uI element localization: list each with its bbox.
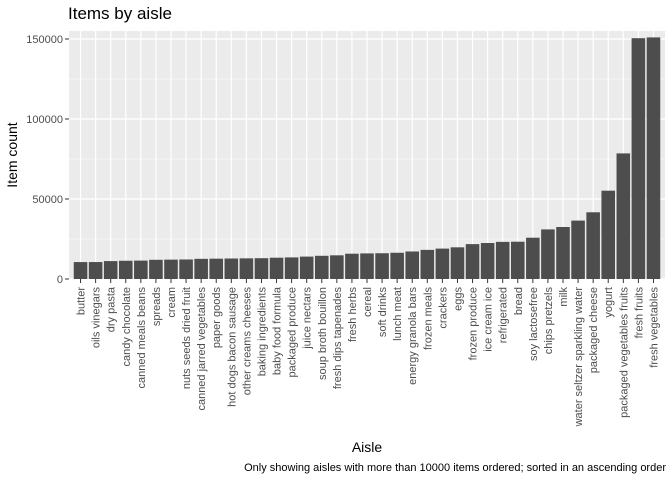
bar [360, 253, 374, 279]
x-tick-label: bread [513, 287, 525, 315]
bar [616, 153, 631, 279]
bar [194, 258, 208, 279]
bar [134, 260, 148, 279]
x-tick-label: ice cream ice [483, 287, 495, 352]
bar [495, 241, 510, 279]
bar [586, 212, 600, 279]
x-tick-label: butter [76, 287, 88, 315]
x-tick-label: frozen produce [468, 287, 480, 360]
bar [345, 253, 359, 279]
x-tick-label: fresh vegetables [648, 287, 660, 368]
bar [224, 258, 239, 279]
x-tick-label: candy chocolate [121, 287, 133, 367]
bar [88, 262, 103, 279]
y-axis: 0 50000 100000 150000 [26, 34, 69, 286]
x-tick-label: yogurt [603, 287, 615, 318]
chart-title: Items by aisle [68, 4, 172, 23]
x-tick-label: soup broth bouillon [317, 287, 329, 380]
chart-caption: Only showing aisles with more than 10000… [244, 462, 666, 474]
x-tick-label: packaged cheese [588, 287, 600, 373]
x-tick-label: canned jarred vegetables [196, 287, 208, 411]
bar [179, 259, 193, 279]
bar [480, 243, 495, 279]
bar [420, 249, 435, 279]
y-axis-title: Item count [4, 122, 20, 187]
x-axis-title: Aisle [352, 439, 383, 455]
x-tick-label: packaged produce [287, 287, 299, 378]
bar [239, 258, 254, 279]
x-tick-label: crackers [437, 287, 449, 329]
x-tick-label: refrigerated [498, 287, 510, 343]
x-tick-label: baking ingredients [256, 287, 268, 377]
x-tick-label: milk [558, 287, 570, 307]
bar [526, 237, 540, 279]
bar [556, 227, 570, 279]
bar [284, 257, 299, 279]
x-tick-label: soft drinks [377, 287, 389, 338]
y-tick-label: 100000 [26, 114, 63, 126]
bar [390, 252, 404, 279]
bar [375, 253, 389, 279]
x-tick-label: nuts seeds dried fruit [181, 287, 193, 389]
x-tick-label: paper goods [211, 287, 223, 349]
bar [631, 38, 646, 280]
bar [405, 251, 420, 279]
x-tick-label: other creams cheeses [241, 287, 253, 396]
x-tick-label: packaged vegetables fruits [618, 287, 630, 418]
x-tick-label: spreads [151, 287, 163, 327]
x-tick-label: dry pasta [106, 286, 118, 332]
bar [601, 190, 616, 279]
x-tick-label: canned meals beans [136, 287, 148, 389]
x-tick-label: cereal [362, 287, 374, 317]
bar [314, 255, 329, 279]
bar [330, 255, 344, 279]
x-axis: butter oils vinegars dry pasta candy chocol… [76, 279, 660, 428]
bar [299, 256, 314, 279]
bar [646, 37, 661, 280]
x-tick-label: cream [166, 287, 178, 318]
bar [73, 262, 88, 279]
y-tick-label: 50000 [32, 194, 63, 206]
y-tick-label: 0 [57, 274, 63, 286]
x-tick-label: water seltzer sparkling water [573, 287, 585, 428]
x-tick-label: soy lactosefree [528, 287, 540, 361]
x-tick-label: fresh fruits [633, 287, 645, 339]
bar [571, 220, 585, 279]
x-tick-label: lunch meat [392, 287, 404, 341]
y-tick-label: 150000 [26, 34, 63, 46]
x-tick-label: eggs [452, 287, 464, 311]
x-tick-label: fresh dips tapenades [332, 287, 344, 390]
bar [254, 258, 269, 279]
bar [209, 258, 224, 279]
bar [450, 247, 465, 279]
bar [164, 259, 178, 279]
x-tick-label: juice nectars [302, 287, 314, 350]
x-tick-label: oils vinegars [91, 287, 103, 349]
bar [269, 257, 284, 279]
bar [118, 260, 133, 279]
bar [510, 241, 525, 279]
x-tick-label: hot dogs bacon sausage [226, 287, 238, 407]
x-tick-label: energy granola bars [407, 287, 419, 385]
x-tick-label: frozen meals [422, 287, 434, 350]
bar [103, 261, 118, 279]
bars [73, 37, 661, 280]
x-tick-label: fresh herbs [347, 287, 359, 343]
bar [541, 229, 555, 279]
bar [149, 259, 163, 279]
x-tick-label: baby food formula [272, 286, 284, 375]
x-tick-label: chips pretzels [543, 287, 555, 355]
bar [435, 248, 450, 279]
bar [465, 244, 480, 279]
